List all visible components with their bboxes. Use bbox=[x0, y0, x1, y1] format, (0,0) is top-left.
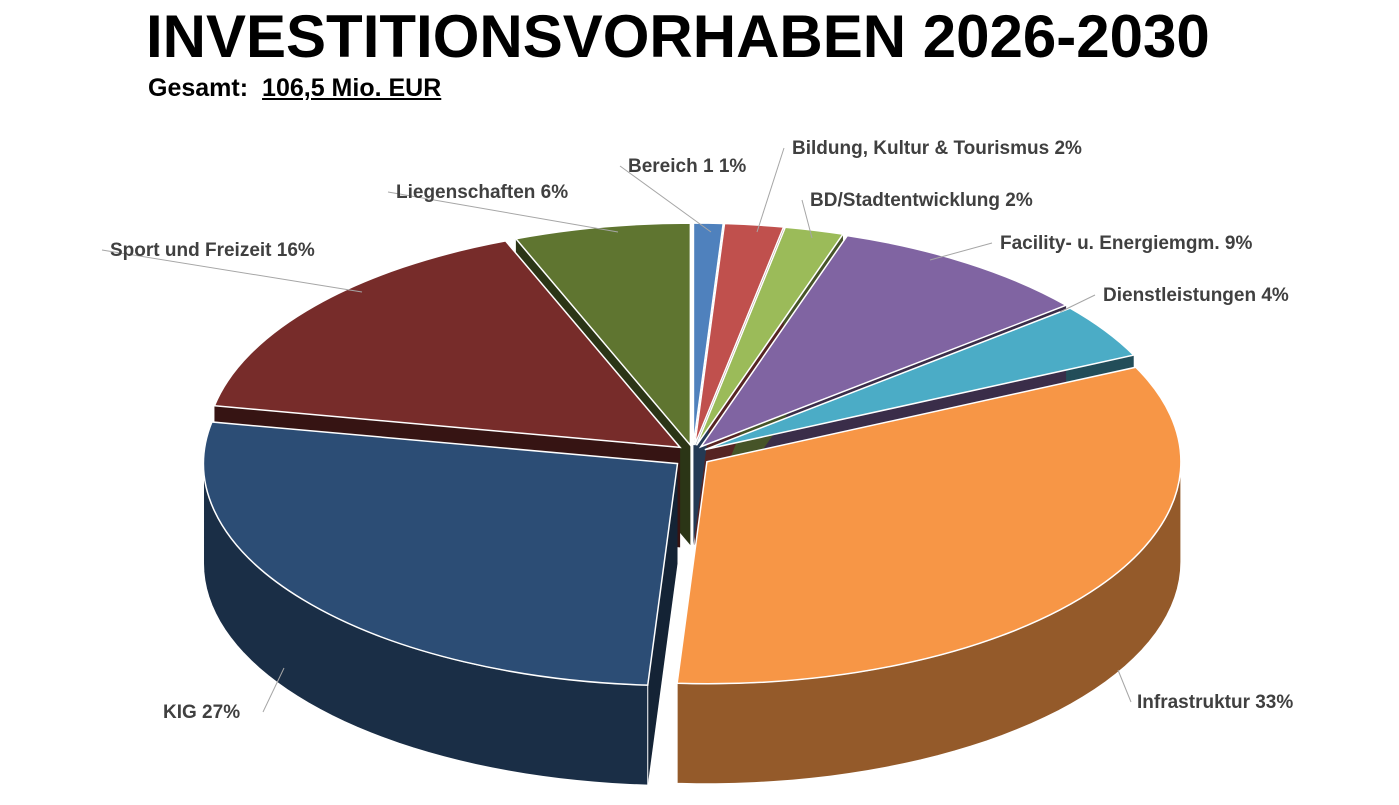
chart-title: INVESTITIONSVORHABEN 2026-2030 bbox=[146, 3, 1210, 70]
slice-3 bbox=[698, 234, 1068, 449]
data-label-2: BD/Stadtentwicklung 2% bbox=[810, 190, 1033, 211]
chart-subtitle: Gesamt: 106,5 Mio. EUR bbox=[148, 74, 441, 103]
slice-5 bbox=[676, 366, 1182, 685]
data-label-8: Liegenschaften 6% bbox=[396, 182, 568, 203]
leader-line-3 bbox=[929, 242, 993, 261]
leader-line-6 bbox=[262, 667, 285, 713]
data-label-5: Infrastruktur 33% bbox=[1137, 692, 1293, 713]
slice-1 bbox=[694, 222, 785, 446]
total-value: 106,5 Mio. EUR bbox=[262, 74, 442, 102]
slice-7 bbox=[213, 240, 682, 449]
slice-2 bbox=[695, 226, 845, 446]
leader-line-0 bbox=[619, 165, 712, 233]
slice-6 bbox=[202, 421, 679, 686]
leader-line-2 bbox=[801, 199, 813, 239]
data-label-1: Bildung, Kultur & Tourismus 2% bbox=[792, 138, 1082, 159]
leader-line-4 bbox=[1059, 294, 1096, 313]
data-label-6: KIG 27% bbox=[163, 702, 240, 723]
leader-line-5 bbox=[1117, 669, 1132, 703]
slice-cut-6-0 bbox=[647, 463, 678, 786]
data-label-4: Dienstleistungen 4% bbox=[1103, 285, 1289, 306]
leader-line-8 bbox=[387, 191, 619, 233]
data-label-7: Sport und Freizeit 16% bbox=[110, 240, 315, 261]
data-label-3: Facility- u. Energiemgm. 9% bbox=[1000, 233, 1252, 254]
total-label: Gesamt: bbox=[148, 74, 249, 102]
leader-line-1 bbox=[756, 147, 785, 233]
data-label-0: Bereich 1 1% bbox=[628, 156, 746, 177]
slice-8 bbox=[514, 222, 692, 448]
slice-4 bbox=[704, 307, 1136, 451]
leader-line-7 bbox=[101, 249, 363, 293]
slice-0 bbox=[692, 222, 725, 446]
